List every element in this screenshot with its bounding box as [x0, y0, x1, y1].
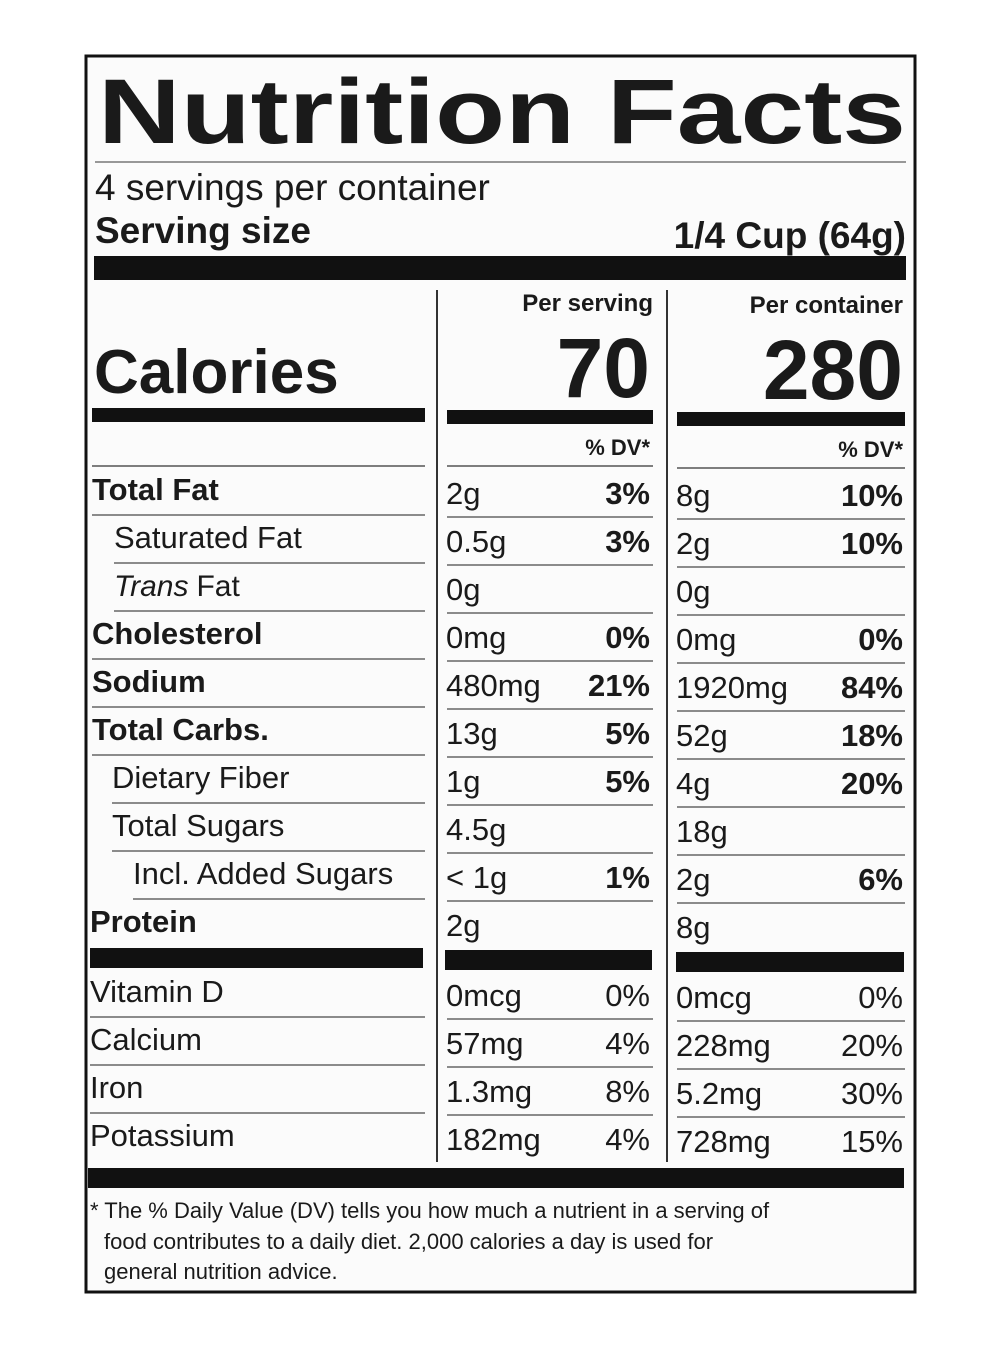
- container-dv: 0%: [858, 622, 903, 657]
- serving-amount: 57mg: [446, 1026, 524, 1061]
- serving-dv: 3%: [605, 476, 650, 511]
- serving-amount: 0mg: [446, 620, 506, 655]
- nutrient-name: Sodium: [92, 664, 206, 699]
- nutrient-name: Vitamin D: [90, 974, 224, 1009]
- nutrient-name: Dietary Fiber: [112, 760, 289, 795]
- container-amount: 8g: [676, 910, 710, 945]
- thick-rule: [88, 1168, 904, 1188]
- container-dv: 20%: [841, 1028, 903, 1063]
- serving-amount: < 1g: [446, 860, 507, 895]
- nutrient-name: Potassium: [90, 1118, 235, 1153]
- serving-amount: 2g: [446, 476, 480, 511]
- serving-dv: 21%: [588, 668, 650, 703]
- container-dv: 15%: [841, 1124, 903, 1159]
- serving-dv: 8%: [605, 1074, 650, 1109]
- nutrient-name: Iron: [90, 1070, 143, 1105]
- nutrient-name: Incl. Added Sugars: [133, 856, 393, 891]
- serving-dv: 0%: [605, 620, 650, 655]
- container-amount: 1920mg: [676, 670, 788, 705]
- serving-amount: 1.3mg: [446, 1074, 532, 1109]
- servings: 4 servings per container: [95, 167, 490, 208]
- per-serving-label: Per serving: [522, 290, 653, 317]
- container-amount: 0g: [676, 574, 710, 609]
- thick-rule: [676, 952, 904, 972]
- serving-amount: 4.5g: [446, 812, 506, 847]
- serving-amount: 13g: [446, 716, 498, 751]
- serving-size-label: Serving size: [95, 210, 311, 251]
- container-dv: 6%: [858, 862, 903, 897]
- nutrient-name: Total Carbs.: [92, 712, 269, 747]
- serving-size-value: 1/4 Cup (64g): [674, 215, 906, 256]
- container-dv: 84%: [841, 670, 903, 705]
- container-amount: 18g: [676, 814, 728, 849]
- serving-amount: 0mcg: [446, 978, 522, 1013]
- container-dv: 20%: [841, 766, 903, 801]
- serving-amount: 480mg: [446, 668, 541, 703]
- thick-rule: [677, 412, 905, 426]
- thick-rule: [445, 950, 652, 970]
- serving-dv: 0%: [605, 978, 650, 1013]
- footnote: food contributes to a daily diet. 2,000 …: [104, 1229, 713, 1254]
- container-amount: 52g: [676, 718, 728, 753]
- footnote: general nutrition advice.: [104, 1259, 338, 1284]
- dv-header: % DV*: [585, 435, 650, 460]
- container-amount: 5.2mg: [676, 1076, 762, 1111]
- thick-rule: [90, 948, 423, 968]
- container-dv: 10%: [841, 526, 903, 561]
- calories-per-container: 280: [763, 323, 903, 417]
- container-amount: 228mg: [676, 1028, 771, 1063]
- nutrient-name: Total Fat: [92, 472, 219, 507]
- container-amount: 728mg: [676, 1124, 771, 1159]
- serving-amount: 1g: [446, 764, 480, 799]
- container-dv: 10%: [841, 478, 903, 513]
- nutrient-name: Saturated Fat: [114, 520, 302, 555]
- calories-per-serving: 70: [557, 321, 650, 415]
- container-dv: 30%: [841, 1076, 903, 1111]
- thick-rule: [92, 408, 425, 422]
- thick-rule: [447, 410, 653, 424]
- container-amount: 8g: [676, 478, 710, 513]
- container-amount: 2g: [676, 526, 710, 561]
- dv-header: % DV*: [838, 437, 903, 462]
- serving-amount: 0.5g: [446, 524, 506, 559]
- serving-dv: 5%: [605, 716, 650, 751]
- serving-dv: 4%: [605, 1026, 650, 1061]
- title: Nutrition Facts: [98, 61, 906, 163]
- per-container-label: Per container: [750, 292, 903, 319]
- nutrient-name: Cholesterol: [92, 616, 263, 651]
- serving-dv: 5%: [605, 764, 650, 799]
- thick-rule: [94, 256, 906, 280]
- container-dv: 18%: [841, 718, 903, 753]
- serving-dv: 4%: [605, 1122, 650, 1157]
- container-amount: 0mg: [676, 622, 736, 657]
- nutrient-name: Protein: [90, 904, 197, 939]
- nutrient-name: Calcium: [90, 1022, 202, 1057]
- container-amount: 4g: [676, 766, 710, 801]
- nutrient-name-italic: Trans: [114, 570, 188, 603]
- calories-label: Calories: [94, 338, 339, 407]
- serving-amount: 0g: [446, 572, 480, 607]
- container-amount: 0mcg: [676, 980, 752, 1015]
- container-dv: 0%: [858, 980, 903, 1015]
- container-amount: 2g: [676, 862, 710, 897]
- nutrient-name: Trans Fat: [114, 570, 240, 603]
- serving-dv: 1%: [605, 860, 650, 895]
- serving-amount: 182mg: [446, 1122, 541, 1157]
- nutrient-name: Fat: [196, 570, 240, 603]
- footnote: * The % Daily Value (DV) tells you how m…: [90, 1198, 770, 1223]
- serving-dv: 3%: [605, 524, 650, 559]
- nutrient-name: Total Sugars: [112, 808, 284, 843]
- serving-amount: 2g: [446, 908, 480, 943]
